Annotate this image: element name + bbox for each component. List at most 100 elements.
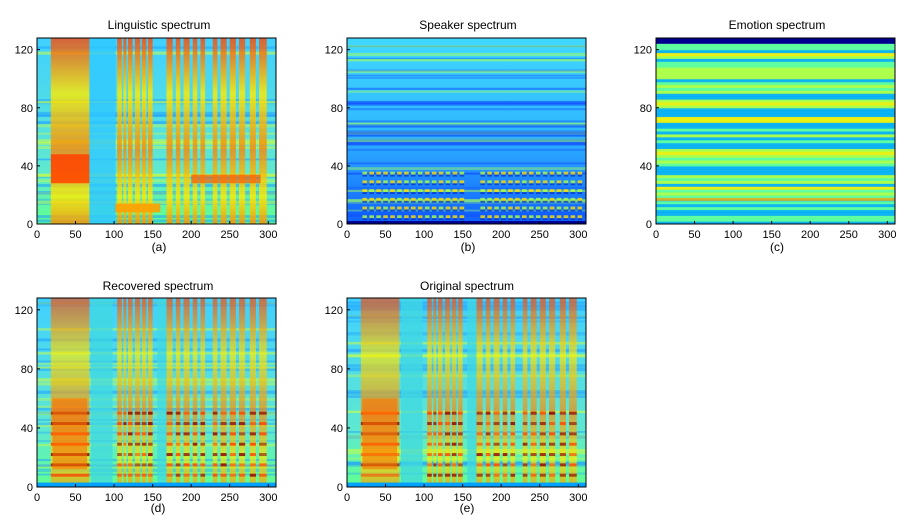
y-tick-label: 40 [331,161,343,173]
formant-streak [444,463,451,467]
formant-streak [192,422,198,426]
harmonic-streak [431,189,437,193]
formant-streak [238,432,246,436]
harmonic-streak [556,174,562,177]
heatmap-plot [347,38,586,224]
formant-streak [444,411,451,415]
harmonic-streak [410,174,416,177]
harmonic-streak [397,218,402,221]
formant-streak [569,473,577,477]
harmonic-streak [383,209,388,212]
harmonic-streak [487,206,492,210]
formant-streak [559,463,566,467]
harmonic-streak [528,189,534,193]
harmonic-streak [452,171,458,175]
harmonic-streak [376,197,381,201]
harmonic-streak [452,197,458,201]
harmonic-streak [494,192,499,195]
harmonic-streak [563,197,569,201]
texture-band [347,431,586,433]
harmonic-streak [417,183,423,186]
x-tick-label: 100 [415,229,433,241]
formant-streak [183,411,190,415]
x-tick-label: 150 [453,229,471,241]
harmonic-streak [563,218,569,221]
harmonic-streak [438,174,444,177]
harmonic-streak [563,183,569,186]
panel-speaker: Speaker spectrum 0 50 100 150 200 250 300 0 40 80… [325,18,588,254]
harmonic-streak [424,218,430,221]
formant-streak [148,453,153,457]
speech-segment [539,298,546,487]
harmonic-streak [404,200,409,203]
heatmap-plot [347,298,586,487]
y-tick-label: 120 [325,45,343,57]
harmonic-streak [445,171,451,175]
harmonic-streak [508,183,513,186]
speech-segment [183,38,190,224]
harmonic-streak [452,174,458,177]
axes: 0 50 100 150 200 250 300 0 40 80 120 [325,37,587,241]
x-tick-label: 300 [259,492,277,504]
formant-streak [522,442,528,446]
harmonic-streak [404,197,409,201]
texture-band [347,186,586,190]
gap-band [90,298,113,487]
formant-streak [166,453,173,457]
speech-segment [249,38,256,224]
formant-streak [493,411,500,415]
harmonic-streak [494,215,499,219]
spectral-band [656,160,895,164]
harmonic-streak [515,192,520,195]
formant-streak [485,411,491,415]
spectral-band [656,186,895,190]
harmonic-streak [376,218,381,221]
texture-band [37,422,276,426]
harmonic-streak [549,189,555,193]
formant-streak [539,453,546,457]
y-tick-label: 80 [331,364,343,376]
harmonic-streak [362,171,368,175]
harmonic-streak [452,209,458,212]
formant-streak [458,463,463,467]
harmonic-streak [362,206,368,210]
texture-band [37,412,276,416]
x-tick-label: 0 [653,229,659,241]
y-tick-label: 0 [27,219,33,231]
formant-streak [444,473,451,477]
formant-streak [437,463,443,467]
harmonic-streak [431,218,437,221]
harmonic-streak [362,197,368,201]
spectral-band [656,154,895,158]
harmonic-streak [480,180,486,184]
speech-segment [183,298,190,487]
harmonic-streak [424,209,430,212]
texture-band [347,303,586,306]
speech-segment [510,298,516,487]
formant-streak [476,463,483,467]
formant-streak [229,442,236,446]
harmonic-streak [431,197,437,201]
speech-segment [148,38,153,224]
formant-streak [148,411,153,415]
speech-segment [427,298,432,487]
harmonic-streak [397,206,402,210]
formant-streak [134,411,141,415]
harmonic-streak [445,206,451,210]
formant-streak [220,463,227,467]
spectral-band [656,212,895,216]
spectral-band [656,165,895,170]
formant-streak [476,422,483,426]
harmonic-streak [515,174,520,177]
harmonic-streak [362,209,368,212]
harmonic-streak [563,189,569,193]
harmonic-streak [542,200,548,203]
harmonic-streak [445,218,451,221]
spectral-band [656,183,895,187]
formant-streak [259,463,267,467]
spectral-band [656,49,895,54]
harmonic-streak [383,192,388,195]
spectral-band [656,69,895,74]
formant-streak [192,442,198,446]
harmonic-streak [487,197,492,201]
